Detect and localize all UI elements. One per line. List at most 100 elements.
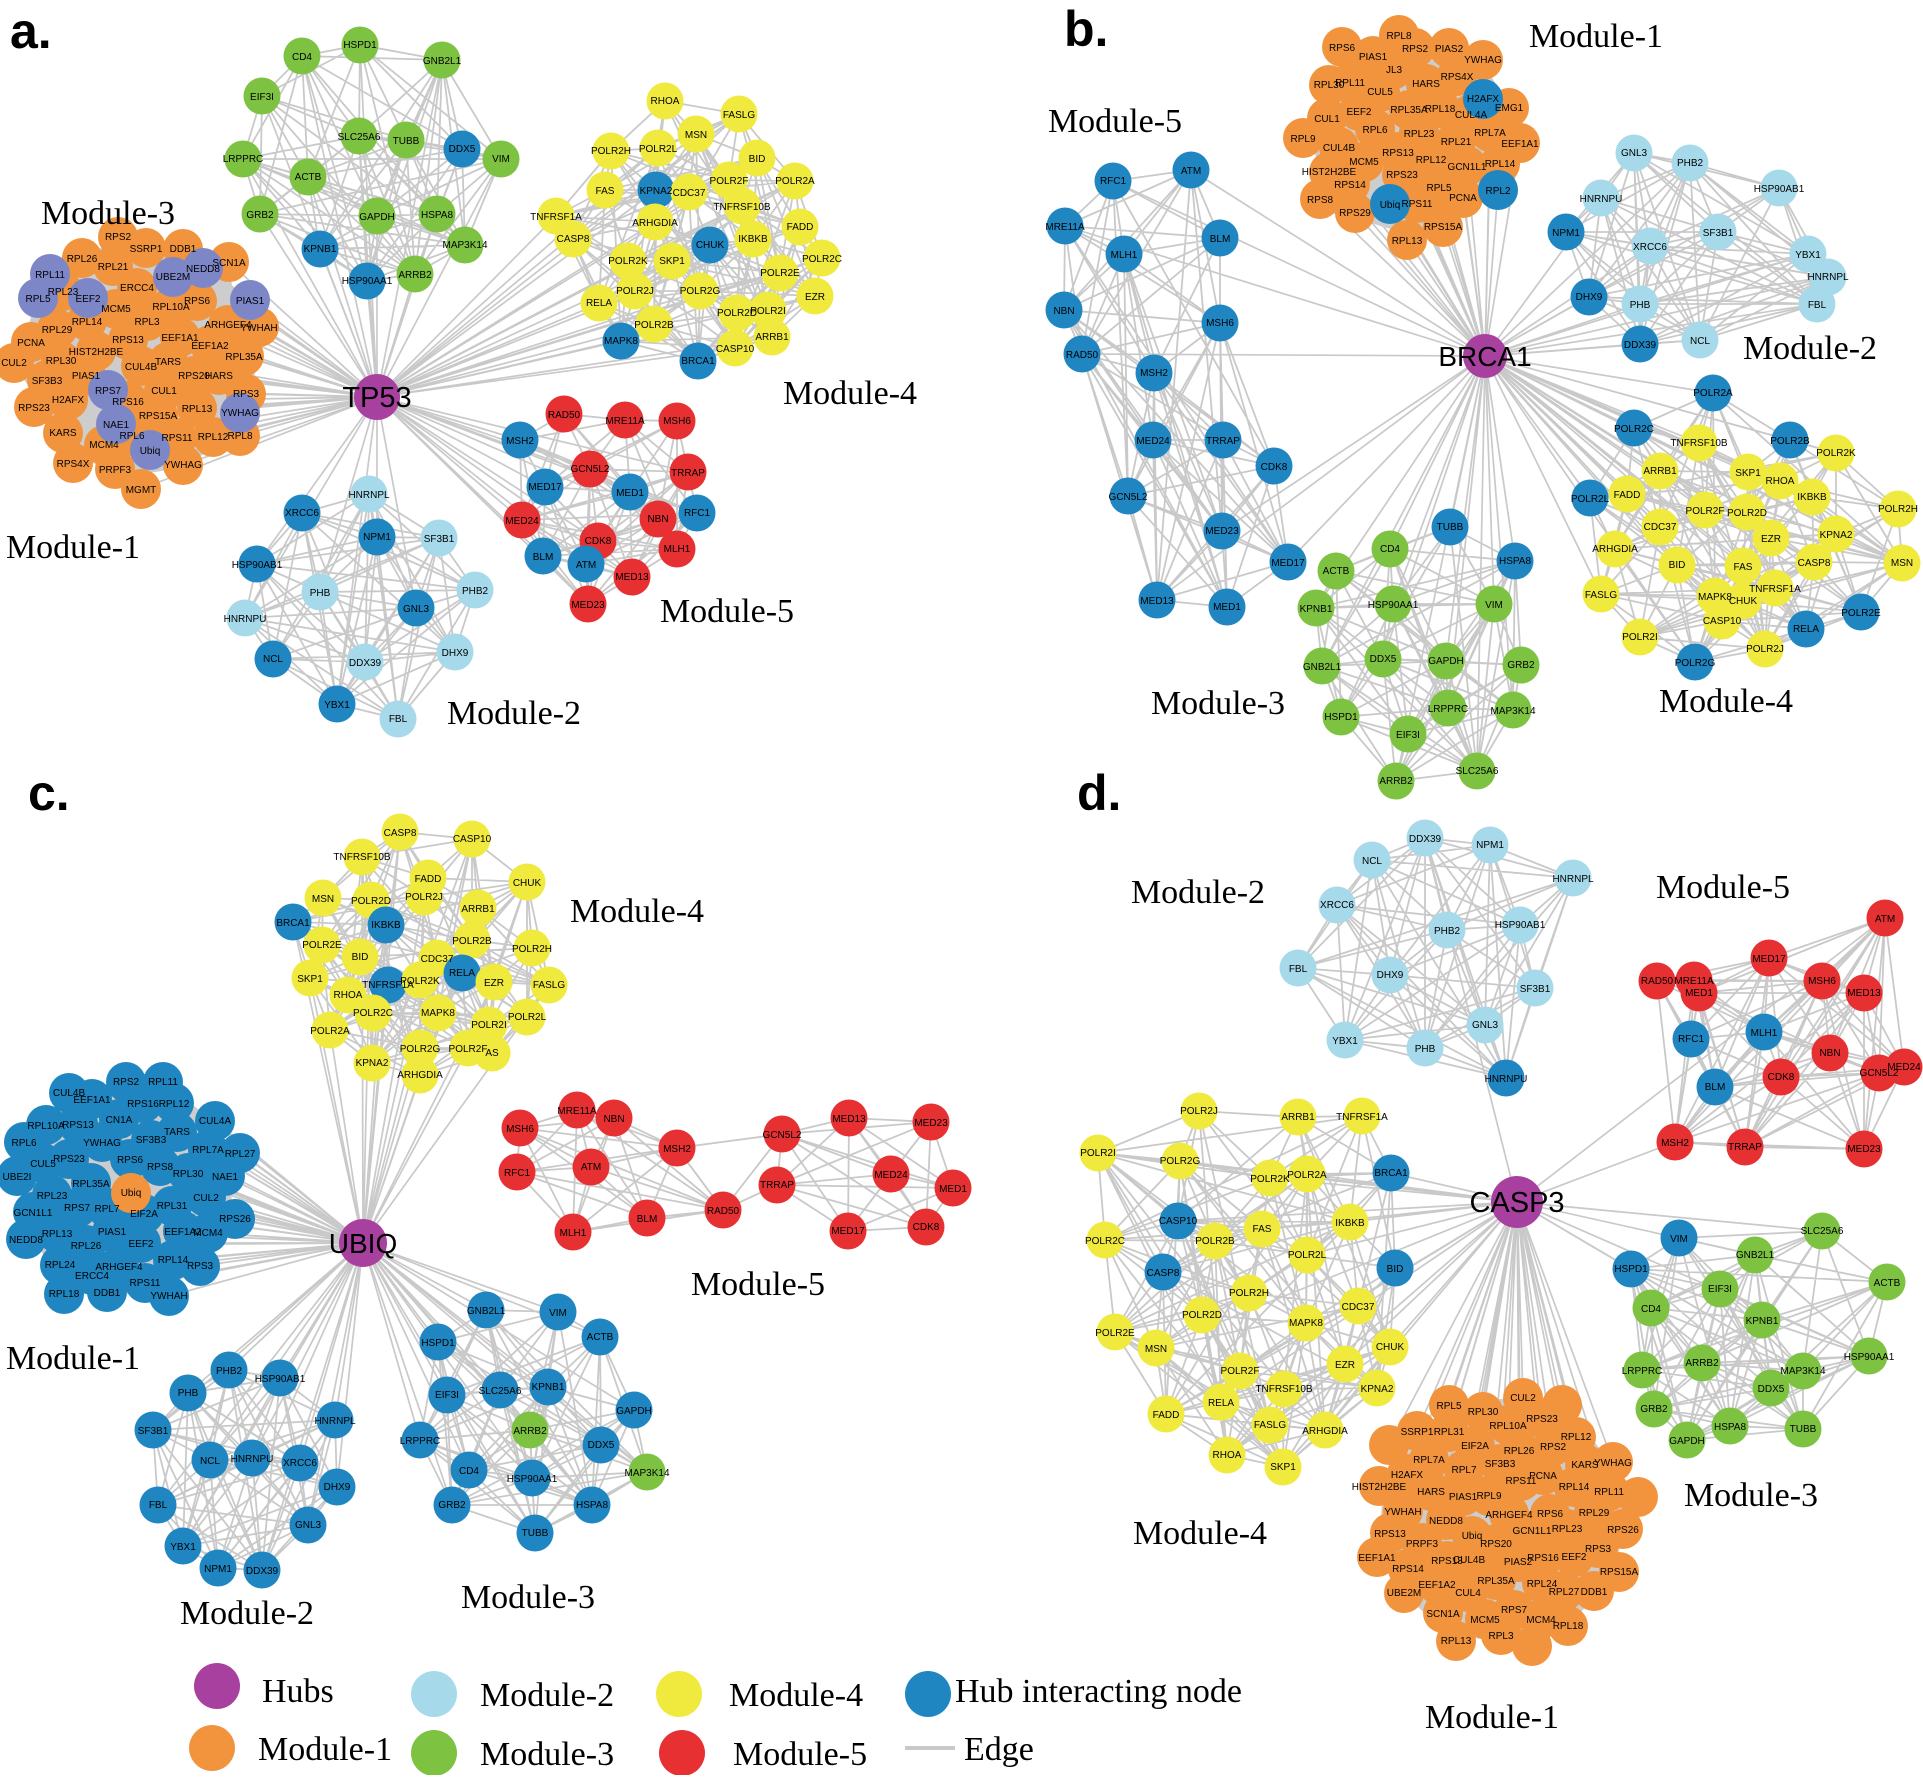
svg-text:HSP90AA1: HSP90AA1: [507, 1474, 558, 1485]
svg-text:POLR2E: POLR2E: [1095, 1328, 1135, 1339]
svg-text:EIF2A: EIF2A: [130, 1209, 158, 1220]
svg-text:PIAS1: PIAS1: [72, 371, 101, 382]
svg-text:HSP90AB1: HSP90AB1: [255, 1374, 306, 1385]
svg-text:LRPPRC: LRPPRC: [223, 154, 264, 165]
svg-text:TUBB: TUBB: [1790, 1424, 1817, 1435]
svg-text:HSP90AB1: HSP90AB1: [1754, 184, 1805, 195]
svg-text:POLR2G: POLR2G: [680, 286, 721, 297]
svg-text:POLR2B: POLR2B: [452, 936, 492, 947]
svg-text:Module-3: Module-3: [41, 195, 175, 232]
svg-text:DDX5: DDX5: [588, 1440, 615, 1451]
svg-text:RPS3: RPS3: [187, 1261, 214, 1272]
svg-text:HSP90AA1: HSP90AA1: [342, 276, 393, 287]
svg-text:RPL29: RPL29: [42, 325, 73, 336]
svg-text:KPNA2: KPNA2: [1820, 530, 1853, 541]
svg-text:IKBKB: IKBKB: [371, 920, 401, 931]
svg-text:MSH6: MSH6: [1206, 318, 1234, 329]
svg-text:YWHAG: YWHAG: [1464, 55, 1502, 66]
svg-text:Hubs: Hubs: [262, 1673, 334, 1710]
svg-text:RPS2: RPS2: [113, 1077, 140, 1088]
svg-text:POLR2J: POLR2J: [616, 286, 654, 297]
svg-text:CASP10: CASP10: [716, 344, 755, 355]
svg-text:ARRB2: ARRB2: [1379, 776, 1413, 787]
svg-text:NPM1: NPM1: [363, 532, 391, 543]
svg-text:HIST2H2BE: HIST2H2BE: [1302, 167, 1357, 178]
svg-text:RPL35A: RPL35A: [225, 352, 263, 363]
svg-text:RPL14: RPL14: [1485, 159, 1516, 170]
svg-text:ATM: ATM: [576, 560, 596, 571]
svg-text:MRE11A: MRE11A: [605, 416, 645, 427]
svg-text:ARHGEF4: ARHGEF4: [95, 1262, 143, 1273]
svg-text:HSPA8: HSPA8: [421, 210, 453, 221]
svg-text:POLR2L: POLR2L: [639, 144, 678, 155]
svg-text:RPS6: RPS6: [1537, 1509, 1564, 1520]
svg-text:PRPF3: PRPF3: [1406, 1539, 1439, 1550]
svg-text:Module-1: Module-1: [6, 529, 140, 566]
svg-text:MED24: MED24: [874, 1170, 908, 1181]
svg-text:PIAS1: PIAS1: [1359, 52, 1388, 63]
svg-text:CD4: CD4: [459, 1466, 479, 1477]
svg-text:RPL30: RPL30: [1314, 80, 1345, 91]
svg-text:PCNA: PCNA: [17, 338, 45, 349]
svg-text:a.: a.: [10, 3, 52, 59]
svg-text:GCN5L2: GCN5L2: [571, 464, 610, 475]
svg-text:MED17: MED17: [831, 1226, 865, 1237]
svg-text:Module-4: Module-4: [1133, 1515, 1267, 1552]
svg-text:CASP8: CASP8: [384, 828, 417, 839]
svg-text:MCM5: MCM5: [101, 304, 131, 315]
svg-text:YWHAH: YWHAH: [1384, 1507, 1421, 1518]
svg-text:RPS15A: RPS15A: [1424, 222, 1463, 233]
svg-text:ARRB1: ARRB1: [461, 904, 495, 915]
svg-text:Module-5: Module-5: [691, 1266, 825, 1303]
svg-text:FADD: FADD: [1614, 490, 1641, 501]
svg-text:POLR2C: POLR2C: [1085, 1236, 1125, 1247]
svg-text:POLR2I: POLR2I: [750, 306, 786, 317]
svg-text:BLM: BLM: [1705, 1082, 1726, 1093]
svg-text:HSPA8: HSPA8: [1714, 1422, 1746, 1433]
svg-text:MSH6: MSH6: [663, 416, 691, 427]
svg-text:Ubiq: Ubiq: [1462, 1531, 1483, 1542]
svg-text:RPL14: RPL14: [158, 1255, 189, 1266]
svg-text:CHUK: CHUK: [696, 240, 725, 251]
svg-text:RPL8: RPL8: [227, 431, 252, 442]
svg-text:DHX9: DHX9: [324, 1482, 351, 1493]
svg-text:MED24: MED24: [505, 516, 539, 527]
svg-text:Module-2: Module-2: [447, 695, 581, 732]
svg-text:RPS23: RPS23: [53, 1154, 85, 1165]
svg-text:CDC37: CDC37: [673, 188, 706, 199]
svg-text:NAE1: NAE1: [212, 1172, 239, 1183]
svg-text:MSN: MSN: [1891, 558, 1913, 569]
svg-text:FBL: FBL: [149, 1500, 168, 1511]
svg-text:XRCC6: XRCC6: [285, 508, 319, 519]
svg-text:POLR2A: POLR2A: [775, 176, 815, 187]
svg-text:POLR2E: POLR2E: [1841, 608, 1881, 619]
svg-text:Module-3: Module-3: [480, 1736, 614, 1773]
svg-text:MED17: MED17: [528, 482, 562, 493]
svg-text:FADD: FADD: [787, 222, 814, 233]
svg-text:HSPD1: HSPD1: [1324, 712, 1358, 723]
svg-text:RPL18: RPL18: [1425, 104, 1456, 115]
svg-text:HNRNPU: HNRNPU: [1485, 1074, 1528, 1085]
svg-text:HNRNPU: HNRNPU: [1580, 194, 1623, 205]
svg-text:POLR2A: POLR2A: [310, 1026, 350, 1037]
svg-text:POLR2J: POLR2J: [405, 892, 443, 903]
svg-text:RAD50: RAD50: [707, 1206, 740, 1217]
svg-text:TARS: TARS: [164, 1127, 190, 1138]
svg-text:AS: AS: [485, 1048, 499, 1059]
svg-text:GCN1L1: GCN1L1: [1513, 1526, 1552, 1537]
svg-text:RPL3: RPL3: [1488, 1631, 1513, 1642]
svg-text:CASP8: CASP8: [557, 234, 590, 245]
svg-text:CUL1: CUL1: [1314, 114, 1340, 125]
svg-text:DDX39: DDX39: [246, 1566, 279, 1577]
svg-text:CD4: CD4: [1641, 1304, 1661, 1315]
svg-text:POLR2D: POLR2D: [351, 896, 391, 907]
svg-text:EEF1A1: EEF1A1: [161, 333, 199, 344]
svg-text:RPL5: RPL5: [1426, 183, 1451, 194]
svg-text:HNRNPL: HNRNPL: [314, 1416, 356, 1427]
svg-text:b.: b.: [1064, 1, 1108, 57]
svg-text:DHX9: DHX9: [1576, 292, 1603, 303]
svg-text:CDC37: CDC37: [1342, 1302, 1375, 1313]
svg-text:RAD50: RAD50: [548, 410, 581, 421]
svg-text:ACTB: ACTB: [1323, 566, 1350, 577]
svg-text:RPS16: RPS16: [1527, 1553, 1559, 1564]
